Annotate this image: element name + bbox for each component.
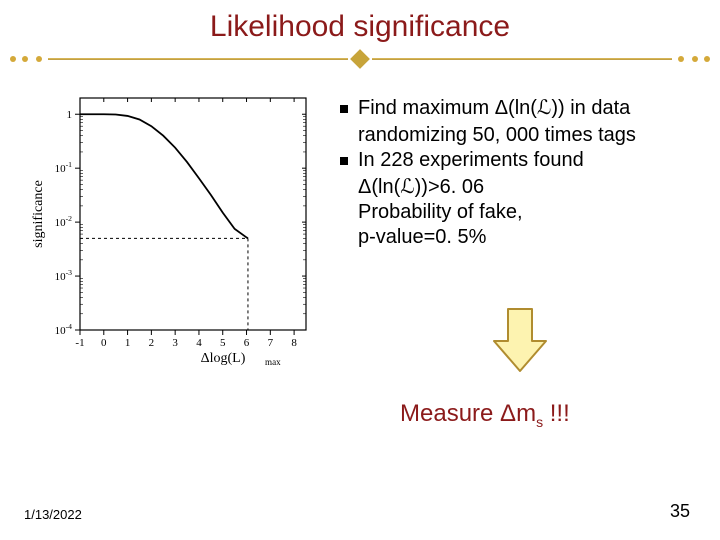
measure-text-suffix: !!! — [543, 400, 570, 427]
ornamental-divider — [0, 48, 720, 68]
bullet-item: In 228 experiments found — [340, 148, 700, 173]
svg-text:3: 3 — [172, 337, 178, 349]
svg-text:8: 8 — [291, 337, 297, 349]
svg-text:2: 2 — [149, 337, 155, 349]
svg-text:6: 6 — [244, 337, 250, 349]
bullet-text: Probability of fake, — [358, 200, 700, 225]
svg-text:1: 1 — [67, 109, 73, 121]
svg-text:10-1: 10-1 — [55, 160, 73, 175]
bullet-item: Find maximum Δ(ln(ℒ)) in data — [340, 96, 700, 121]
measure-text-prefix: Measure Δm — [400, 400, 536, 427]
svg-text:5: 5 — [220, 337, 226, 349]
bullet-text: Δ(ln(ℒ))>6. 06 — [358, 175, 700, 200]
svg-text:4: 4 — [196, 337, 202, 349]
footer-date: 1/13/2022 — [24, 507, 82, 522]
bullet-square-icon — [340, 157, 348, 165]
footer-page-number: 35 — [670, 501, 690, 522]
svg-text:10-3: 10-3 — [55, 268, 73, 283]
bullet-list: Find maximum Δ(ln(ℒ)) in data randomizin… — [340, 96, 700, 250]
slide-title: Likelihood significance — [0, 0, 720, 44]
svg-text:7: 7 — [268, 337, 274, 349]
svg-text:significance: significance — [31, 180, 46, 248]
bullet-text: In 228 experiments found — [358, 148, 700, 173]
significance-chart: 1 10-1 10-2 10-3 10-4-1 0 1 2 3 4 5 6 7 8 Δlog(L) max si… — [28, 88, 318, 368]
svg-text:-1: -1 — [75, 337, 84, 349]
svg-text:Δlog(L): Δlog(L) — [201, 351, 246, 366]
svg-text:10-2: 10-2 — [55, 214, 73, 229]
bullet-square-icon — [340, 105, 348, 113]
bullet-text: Find maximum Δ(ln(ℒ)) in data — [358, 96, 700, 121]
bullet-text: p-value=0. 5% — [358, 225, 700, 250]
svg-text:1: 1 — [125, 337, 131, 349]
measure-callout: Measure Δms !!! — [400, 400, 570, 430]
svg-text:max: max — [265, 357, 281, 367]
down-arrow-icon — [490, 305, 550, 375]
svg-text:10-4: 10-4 — [55, 322, 73, 337]
svg-text:0: 0 — [101, 337, 107, 349]
bullet-text: randomizing 50, 000 times tags — [358, 123, 700, 148]
